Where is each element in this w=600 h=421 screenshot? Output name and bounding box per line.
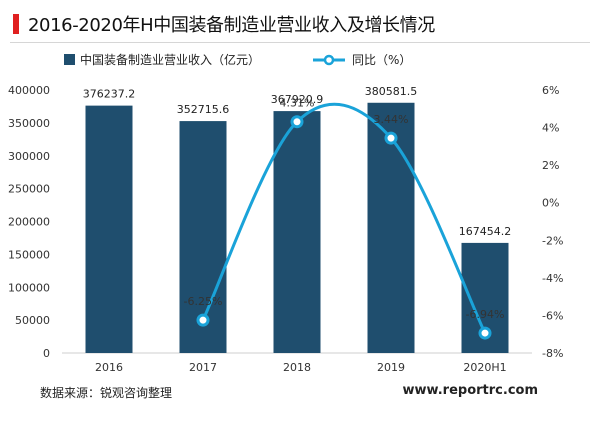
x-tick-label: 2016 bbox=[95, 361, 123, 374]
growth-data-label: 4.31% bbox=[280, 97, 315, 110]
growth-line bbox=[201, 102, 487, 334]
y-right-tick-label: -8% bbox=[542, 347, 563, 360]
y-left-tick-label: 300000 bbox=[8, 150, 50, 163]
y-left-tick-label: 350000 bbox=[8, 117, 50, 130]
y-left-tick-label: 0 bbox=[43, 347, 50, 360]
y-left-tick-label: 100000 bbox=[8, 281, 50, 294]
bar-data-label: 380581.5 bbox=[365, 85, 418, 98]
bar-data-label: 376237.2 bbox=[83, 88, 136, 101]
bar-data-label: 367920.9 bbox=[271, 93, 324, 106]
growth-point bbox=[478, 326, 492, 340]
x-tick-label: 2018 bbox=[283, 361, 311, 374]
title-divider bbox=[10, 42, 590, 43]
y-right-tick-label: -6% bbox=[542, 309, 563, 322]
y-right-tick-label: 0% bbox=[542, 197, 559, 210]
bar-data-label: 167454.2 bbox=[459, 225, 512, 238]
growth-data-label: 3.44% bbox=[374, 113, 409, 126]
growth-data-label: -6.25% bbox=[184, 295, 223, 308]
y-right-tick-label: 6% bbox=[542, 84, 559, 97]
y-left-tick-label: 400000 bbox=[8, 84, 50, 97]
bar bbox=[85, 105, 133, 353]
y-left-tick-label: 150000 bbox=[8, 248, 50, 261]
legend-bar-label: 中国装备制造业营业收入（亿元） bbox=[80, 52, 260, 67]
y-right-tick-label: -4% bbox=[542, 272, 563, 285]
source-note: 数据来源：锐观咨询整理 bbox=[40, 386, 173, 400]
y-right-tick-label: 2% bbox=[542, 159, 559, 172]
legend-line-marker bbox=[323, 54, 335, 66]
x-tick-label: 2017 bbox=[189, 361, 217, 374]
y-right-tick-label: 4% bbox=[542, 122, 559, 135]
y-left-tick-label: 200000 bbox=[8, 216, 50, 229]
legend-line-label: 同比（%） bbox=[352, 53, 411, 67]
legend-bar-swatch bbox=[64, 54, 75, 65]
title-accent-bar bbox=[13, 14, 19, 34]
y-right-tick-label: -2% bbox=[542, 234, 563, 247]
bar-data-label: 352715.6 bbox=[177, 103, 230, 116]
bar bbox=[273, 111, 321, 353]
growth-point bbox=[196, 313, 210, 327]
y-left-tick-label: 250000 bbox=[8, 183, 50, 196]
growth-point bbox=[290, 115, 304, 129]
x-tick-label: 2020H1 bbox=[463, 361, 506, 374]
growth-data-label: -6.94% bbox=[466, 308, 505, 321]
y-left-tick-label: 50000 bbox=[15, 314, 50, 327]
x-tick-label: 2019 bbox=[377, 361, 405, 374]
page-title: 2016-2020年H中国装备制造业营业收入及增长情况 bbox=[28, 15, 435, 36]
website-url: www.reportrc.com bbox=[402, 383, 538, 398]
growth-point bbox=[384, 131, 398, 145]
